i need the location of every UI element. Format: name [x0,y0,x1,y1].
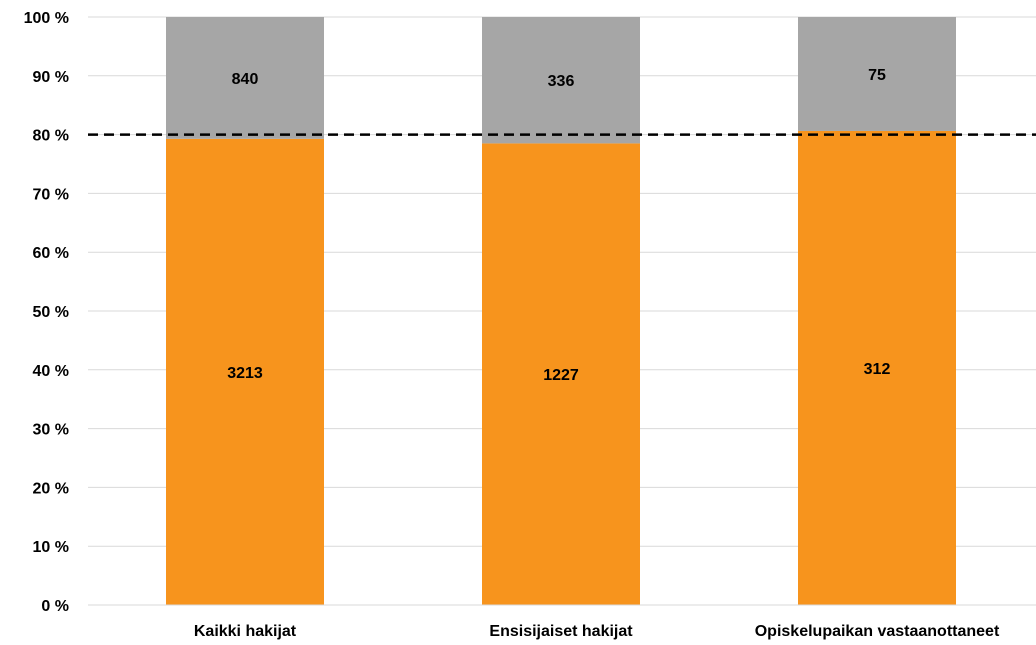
y-tick-label: 20 % [33,480,69,497]
data-label: 1227 [543,367,579,384]
x-category-label: Opiskelupaikan vastaanottaneet [755,623,1000,640]
y-tick-label: 60 % [33,245,69,262]
bar-segment [166,17,324,139]
data-label: 336 [548,73,575,90]
data-label: 75 [868,67,886,84]
y-tick-label: 40 % [33,363,69,380]
bar-segment [482,17,640,144]
y-tick-label: 70 % [33,186,69,203]
bar-segment [482,143,640,605]
y-tick-label: 50 % [33,304,69,321]
x-category-label: Kaikki hakijat [194,623,297,640]
y-axis: 0 % 10 % 20 % 30 % 40 % 50 % 60 % 70 % 80 % 90 % 1… [24,10,69,615]
y-tick-label: 0 % [41,598,69,615]
y-tick-label: 80 % [33,128,69,145]
y-tick-label: 90 % [33,69,69,86]
x-category-label: Ensisijaiset hakijat [489,623,633,640]
x-axis: Kaikki hakijat Ensisijaiset hakijat Opiske… [88,604,1036,640]
data-label: 840 [232,71,259,88]
data-label: 312 [864,361,891,378]
data-label: 3213 [227,365,263,382]
bar-segment [798,17,956,131]
bar-segment [166,138,324,605]
bars: 3213 840 1227 336 312 75 [166,17,956,605]
y-tick-label: 100 % [24,10,69,27]
y-tick-label: 30 % [33,422,69,439]
bar-segment [798,130,956,605]
y-tick-label: 10 % [33,539,69,556]
